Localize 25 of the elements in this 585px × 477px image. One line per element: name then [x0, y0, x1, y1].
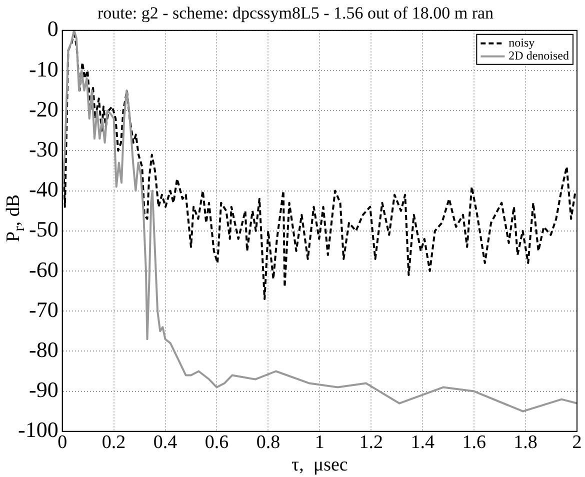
y-tick-label: -100 [18, 417, 58, 442]
legend-label: 2D denoised [508, 48, 570, 63]
y-tick-label: -20 [29, 96, 58, 122]
y-tick-label: 0 [47, 16, 58, 42]
y-tick-label: -90 [29, 377, 58, 402]
x-tick-label: 0.2 [102, 432, 126, 453]
x-tick-label: 2 [572, 432, 582, 453]
x-tick-label: 1.8 [514, 432, 538, 453]
y-tick-label: -70 [29, 296, 58, 322]
y-tick-label: -40 [29, 176, 58, 202]
x-tick-label: 1.6 [462, 432, 486, 453]
y-tick-label: -60 [29, 256, 58, 282]
x-tick-label: 1.4 [410, 432, 435, 453]
chart-title: route: g2 - scheme: dpcssym8L5 - 1.56 out of 18.00 m ran [97, 4, 494, 23]
y-tick-label: -10 [29, 56, 58, 82]
y-tick-label: -80 [29, 336, 58, 362]
x-tick-label: 0.4 [153, 432, 178, 453]
x-tick-label: 0.8 [256, 432, 280, 453]
x-tick-label: 0.6 [204, 432, 229, 453]
x-axis-title: τ, μsec [291, 454, 348, 476]
legend-label: noisy [508, 36, 535, 50]
x-tick-label: 1.2 [359, 432, 384, 453]
y-tick-label: -50 [29, 216, 58, 242]
x-tick-label: 1 [314, 432, 324, 453]
y-tick-label: -30 [29, 136, 58, 162]
